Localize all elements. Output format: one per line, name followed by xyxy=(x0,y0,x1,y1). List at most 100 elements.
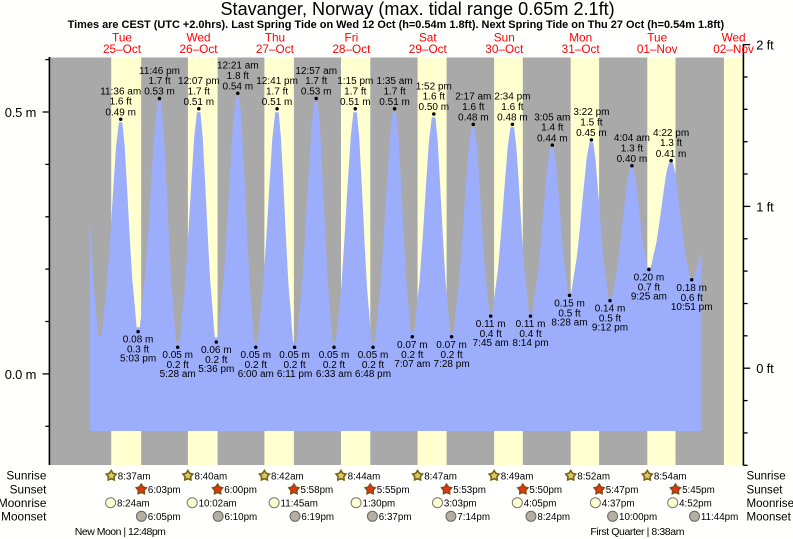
svg-text:25–Oct: 25–Oct xyxy=(103,42,142,56)
svg-text:8:42am: 8:42am xyxy=(271,471,304,482)
svg-text:0.0 m: 0.0 m xyxy=(5,367,37,382)
svg-text:6:05pm: 6:05pm xyxy=(148,512,181,523)
svg-text:5:53pm: 5:53pm xyxy=(453,485,486,496)
svg-text:2 ft: 2 ft xyxy=(756,38,774,53)
svg-text:11:46 pm: 11:46 pm xyxy=(139,66,180,77)
svg-text:0.41 m: 0.41 m xyxy=(656,149,687,160)
svg-text:5:55pm: 5:55pm xyxy=(377,485,410,496)
svg-text:1.4 ft: 1.4 ft xyxy=(541,123,563,134)
svg-text:0.05 m: 0.05 m xyxy=(162,350,193,361)
svg-text:0.50 m: 0.50 m xyxy=(419,102,450,113)
svg-text:0.51 m: 0.51 m xyxy=(340,97,371,108)
svg-text:0.2 ft: 0.2 ft xyxy=(323,360,345,371)
svg-text:6:03pm: 6:03pm xyxy=(148,485,181,496)
svg-text:0.40 m: 0.40 m xyxy=(617,154,648,165)
svg-text:11:44pm: 11:44pm xyxy=(701,512,738,523)
svg-text:01–Nov: 01–Nov xyxy=(637,42,678,56)
svg-text:7:07 am: 7:07 am xyxy=(394,359,430,370)
svg-text:0.2 ft: 0.2 ft xyxy=(245,360,267,371)
svg-text:10:00pm: 10:00pm xyxy=(619,512,657,523)
svg-text:27–Oct: 27–Oct xyxy=(256,42,295,56)
svg-text:6:48 pm: 6:48 pm xyxy=(355,369,391,380)
svg-text:1.5 ft: 1.5 ft xyxy=(580,117,602,128)
svg-text:0.51 m: 0.51 m xyxy=(379,97,410,108)
svg-text:9:12 pm: 9:12 pm xyxy=(592,323,628,334)
svg-text:5:45pm: 5:45pm xyxy=(682,485,715,496)
svg-text:0.2 ft: 0.2 ft xyxy=(205,355,227,366)
svg-text:10:02am: 10:02am xyxy=(199,499,237,510)
svg-text:0.05 m: 0.05 m xyxy=(241,350,272,361)
svg-text:1.7 ft: 1.7 ft xyxy=(266,86,288,97)
svg-text:0.11 m: 0.11 m xyxy=(476,319,506,330)
svg-text:8:52am: 8:52am xyxy=(577,471,610,482)
svg-text:1.6 ft: 1.6 ft xyxy=(501,102,523,113)
svg-text:12:07 pm: 12:07 pm xyxy=(178,76,220,87)
svg-text:Moonrise: Moonrise xyxy=(0,496,47,510)
svg-text:0.05 m: 0.05 m xyxy=(319,350,350,361)
svg-text:Sunrise: Sunrise xyxy=(747,471,786,483)
svg-text:8:47am: 8:47am xyxy=(424,471,457,482)
svg-text:1.6 ft: 1.6 ft xyxy=(110,97,132,108)
svg-text:Fri: Fri xyxy=(345,30,359,44)
svg-text:1:52 pm: 1:52 pm xyxy=(416,81,452,92)
svg-text:5:03 pm: 5:03 pm xyxy=(120,354,156,365)
svg-text:0 ft: 0 ft xyxy=(756,361,774,376)
svg-text:1.3 ft: 1.3 ft xyxy=(621,143,643,154)
svg-text:9:25 am: 9:25 am xyxy=(631,292,667,303)
svg-text:4:05pm: 4:05pm xyxy=(524,499,557,510)
svg-text:0.06 m: 0.06 m xyxy=(201,345,232,356)
svg-text:1.8 ft: 1.8 ft xyxy=(227,71,249,82)
svg-text:0.53 m: 0.53 m xyxy=(144,87,175,98)
svg-text:0.7 ft: 0.7 ft xyxy=(638,283,660,294)
svg-text:0.5 ft: 0.5 ft xyxy=(599,314,621,325)
svg-text:4:22 pm: 4:22 pm xyxy=(653,128,689,139)
svg-text:0.2 ft: 0.2 ft xyxy=(440,350,462,361)
svg-text:Mon: Mon xyxy=(569,30,592,44)
svg-text:1.7 ft: 1.7 ft xyxy=(148,76,170,87)
svg-text:11:36 am: 11:36 am xyxy=(100,87,141,98)
svg-text:0.11 m: 0.11 m xyxy=(516,319,546,330)
svg-text:Sunset: Sunset xyxy=(10,482,47,496)
svg-text:1.6 ft: 1.6 ft xyxy=(462,102,484,113)
svg-text:2:34 pm: 2:34 pm xyxy=(494,92,530,103)
svg-text:8:40am: 8:40am xyxy=(195,471,228,482)
svg-text:26–Oct: 26–Oct xyxy=(179,42,218,56)
svg-text:6:19pm: 6:19pm xyxy=(301,512,334,523)
svg-text:First Quarter | 8:38am: First Quarter | 8:38am xyxy=(590,526,684,538)
svg-text:Wed: Wed xyxy=(722,30,746,44)
svg-text:0.05 m: 0.05 m xyxy=(279,350,310,361)
svg-text:8:49am: 8:49am xyxy=(501,471,534,482)
svg-text:Stavanger, Norway (max. tidal: Stavanger, Norway (max. tidal range 0.65… xyxy=(220,0,614,19)
svg-text:6:11 pm: 6:11 pm xyxy=(277,369,312,380)
svg-text:5:36 pm: 5:36 pm xyxy=(198,364,234,375)
svg-text:Sat: Sat xyxy=(419,30,437,44)
svg-text:3:05 am: 3:05 am xyxy=(534,112,570,123)
svg-text:6:10pm: 6:10pm xyxy=(225,512,258,523)
svg-text:0.14 m: 0.14 m xyxy=(595,304,626,315)
svg-text:5:58pm: 5:58pm xyxy=(301,485,334,496)
svg-text:0.2 ft: 0.2 ft xyxy=(362,360,384,371)
svg-text:New Moon | 12:48pm: New Moon | 12:48pm xyxy=(75,526,166,538)
svg-text:5:28 am: 5:28 am xyxy=(160,369,196,380)
svg-text:4:37pm: 4:37pm xyxy=(602,499,635,510)
svg-text:Thu: Thu xyxy=(265,30,285,44)
svg-text:Moonset: Moonset xyxy=(1,510,47,524)
svg-text:0.44 m: 0.44 m xyxy=(537,133,568,144)
svg-text:0.45 m: 0.45 m xyxy=(576,128,607,139)
svg-text:Moonset: Moonset xyxy=(747,512,792,524)
svg-text:0.18 m: 0.18 m xyxy=(676,283,707,294)
svg-text:1.7 ft: 1.7 ft xyxy=(344,86,366,97)
svg-text:0.3 ft: 0.3 ft xyxy=(127,345,149,356)
svg-text:Moonrise: Moonrise xyxy=(747,498,793,510)
svg-text:10:51 pm: 10:51 pm xyxy=(671,302,713,313)
svg-text:0.6 ft: 0.6 ft xyxy=(681,293,703,304)
svg-text:8:14 pm: 8:14 pm xyxy=(512,338,548,349)
svg-text:0.48 m: 0.48 m xyxy=(458,113,489,124)
svg-text:3:22 pm: 3:22 pm xyxy=(573,107,609,118)
svg-text:Sunset: Sunset xyxy=(747,484,784,496)
svg-text:0.15 m: 0.15 m xyxy=(554,298,585,309)
svg-text:0.07 m: 0.07 m xyxy=(397,340,428,351)
svg-text:7:14pm: 7:14pm xyxy=(457,512,490,523)
svg-text:0.48 m: 0.48 m xyxy=(497,113,528,124)
svg-text:6:00pm: 6:00pm xyxy=(224,485,257,496)
